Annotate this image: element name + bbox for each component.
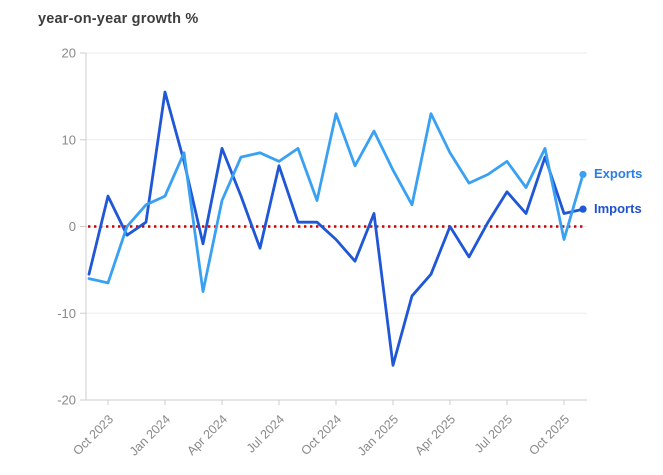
- svg-text:Oct 2025: Oct 2025: [526, 412, 572, 458]
- svg-text:Apr 2024: Apr 2024: [184, 412, 230, 458]
- legend-exports[interactable]: Exports: [594, 166, 643, 182]
- svg-text:Jul 2025: Jul 2025: [472, 412, 515, 455]
- svg-text:20: 20: [62, 46, 76, 61]
- legend-imports[interactable]: Imports: [594, 201, 642, 217]
- svg-text:-10: -10: [57, 306, 76, 321]
- svg-text:Oct 2023: Oct 2023: [70, 412, 116, 458]
- svg-text:0: 0: [69, 219, 76, 234]
- svg-text:-20: -20: [57, 393, 76, 408]
- svg-text:Oct 2024: Oct 2024: [298, 412, 344, 458]
- svg-text:Apr 2025: Apr 2025: [412, 412, 458, 458]
- svg-text:Jul 2024: Jul 2024: [244, 412, 287, 455]
- svg-text:Jan 2024: Jan 2024: [127, 412, 173, 458]
- svg-text:10: 10: [62, 132, 76, 147]
- svg-text:Jan 2025: Jan 2025: [355, 412, 401, 458]
- chart-title: year-on-year growth %: [38, 11, 199, 27]
